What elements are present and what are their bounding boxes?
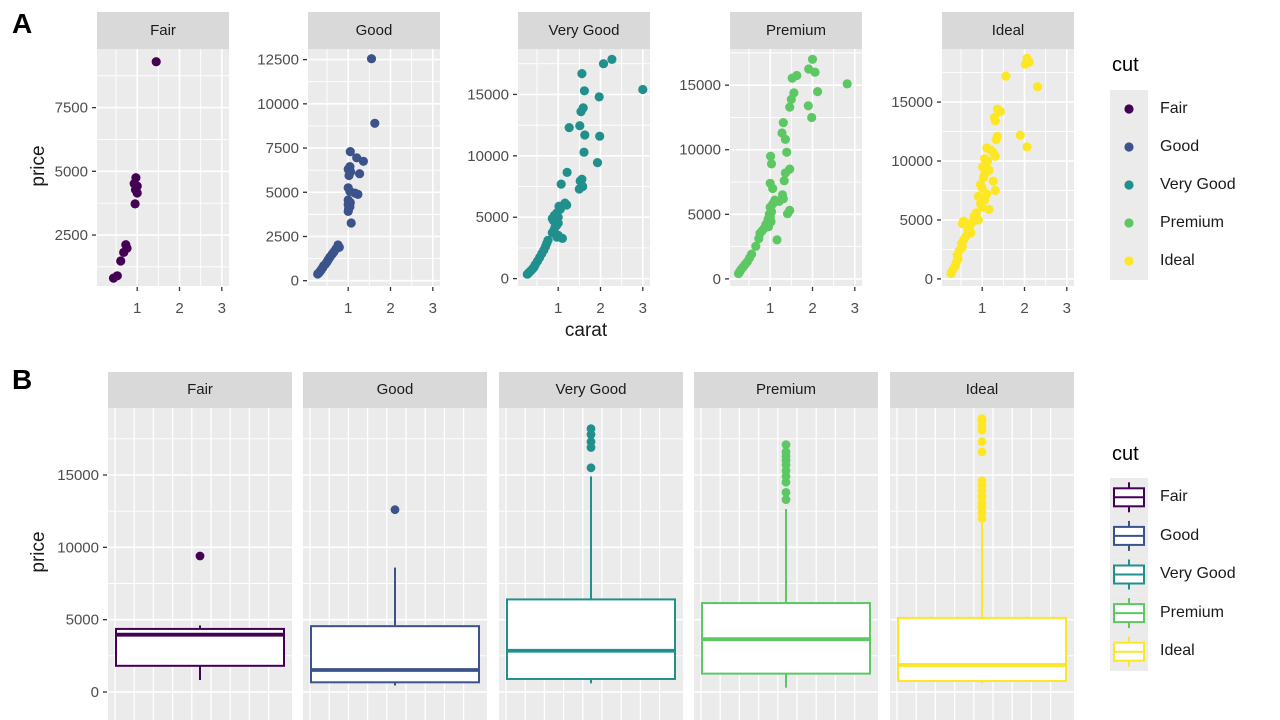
svg-text:3: 3 xyxy=(851,300,859,317)
panel-a-tag: A xyxy=(12,8,33,39)
svg-text:10000: 10000 xyxy=(467,148,509,165)
strip-b-ideal: Ideal xyxy=(965,381,999,398)
svg-text:2: 2 xyxy=(808,300,816,317)
svg-text:5000: 5000 xyxy=(266,184,299,201)
strip-a-very-good: Very Good xyxy=(548,22,620,39)
legend-b-item-good: Good xyxy=(1160,527,1200,544)
panel-a-x-axis-title: carat xyxy=(564,320,608,341)
legend-a-item-fair: Fair xyxy=(1160,100,1188,117)
svg-text:0: 0 xyxy=(291,273,299,290)
svg-text:3: 3 xyxy=(1063,300,1071,317)
legend-a-item-premium: Premium xyxy=(1160,214,1225,231)
svg-text:15000: 15000 xyxy=(679,77,721,94)
strip-a-ideal: Ideal xyxy=(991,22,1025,39)
strip-b-very-good: Very Good xyxy=(555,381,627,398)
svg-text:10000: 10000 xyxy=(257,96,299,113)
legend-b-item-fair: Fair xyxy=(1160,488,1188,505)
panel-b-tag: B xyxy=(12,364,33,395)
strip-a-good: Good xyxy=(355,22,393,39)
svg-text:5000: 5000 xyxy=(476,209,509,226)
legend-b-item-ideal: Ideal xyxy=(1160,642,1195,659)
panel-b-y-axis-title: price xyxy=(28,531,49,573)
svg-text:2: 2 xyxy=(1020,300,1028,317)
svg-text:2: 2 xyxy=(386,300,394,317)
svg-text:7500: 7500 xyxy=(266,140,299,157)
svg-text:2500: 2500 xyxy=(55,227,88,244)
legend-a-item-very-good: Very Good xyxy=(1160,176,1236,193)
svg-text:0: 0 xyxy=(91,684,99,701)
legend-a-item-ideal: Ideal xyxy=(1160,252,1195,269)
legend-b-item-very-good: Very Good xyxy=(1160,565,1236,582)
svg-text:5000: 5000 xyxy=(66,612,99,629)
svg-text:5000: 5000 xyxy=(900,212,933,229)
panel-a-y-axis-title: price xyxy=(28,145,49,187)
svg-text:10000: 10000 xyxy=(679,142,721,159)
legend-a-item-good: Good xyxy=(1160,138,1200,155)
legend-b-item-premium: Premium xyxy=(1160,604,1225,621)
svg-text:1: 1 xyxy=(133,300,141,317)
svg-text:3: 3 xyxy=(639,300,647,317)
svg-text:5000: 5000 xyxy=(55,163,88,180)
svg-text:0: 0 xyxy=(501,271,509,288)
strip-a-premium: Premium xyxy=(765,22,826,39)
svg-text:2500: 2500 xyxy=(266,228,299,245)
svg-text:2: 2 xyxy=(596,300,604,317)
strip-b-premium: Premium xyxy=(755,381,816,398)
svg-text:3: 3 xyxy=(429,300,437,317)
strip-b-good: Good xyxy=(376,381,414,398)
strip-b-fair: Fair xyxy=(187,381,213,398)
svg-text:0: 0 xyxy=(925,271,933,288)
strip-a-fair: Fair xyxy=(150,22,176,39)
svg-text:10000: 10000 xyxy=(891,153,933,170)
svg-text:7500: 7500 xyxy=(55,100,88,117)
svg-text:1: 1 xyxy=(766,300,774,317)
svg-text:3: 3 xyxy=(218,300,226,317)
svg-text:12500: 12500 xyxy=(257,52,299,69)
legend-a-title: cut xyxy=(1112,54,1139,76)
svg-text:1: 1 xyxy=(978,300,986,317)
svg-text:1: 1 xyxy=(554,300,562,317)
svg-text:2: 2 xyxy=(175,300,183,317)
svg-text:15000: 15000 xyxy=(891,94,933,111)
svg-text:15000: 15000 xyxy=(57,467,99,484)
svg-text:1: 1 xyxy=(344,300,352,317)
svg-text:0: 0 xyxy=(713,271,721,288)
legend-b-title: cut xyxy=(1112,443,1139,465)
svg-text:15000: 15000 xyxy=(467,86,509,103)
svg-text:10000: 10000 xyxy=(57,539,99,556)
svg-text:5000: 5000 xyxy=(688,206,721,223)
